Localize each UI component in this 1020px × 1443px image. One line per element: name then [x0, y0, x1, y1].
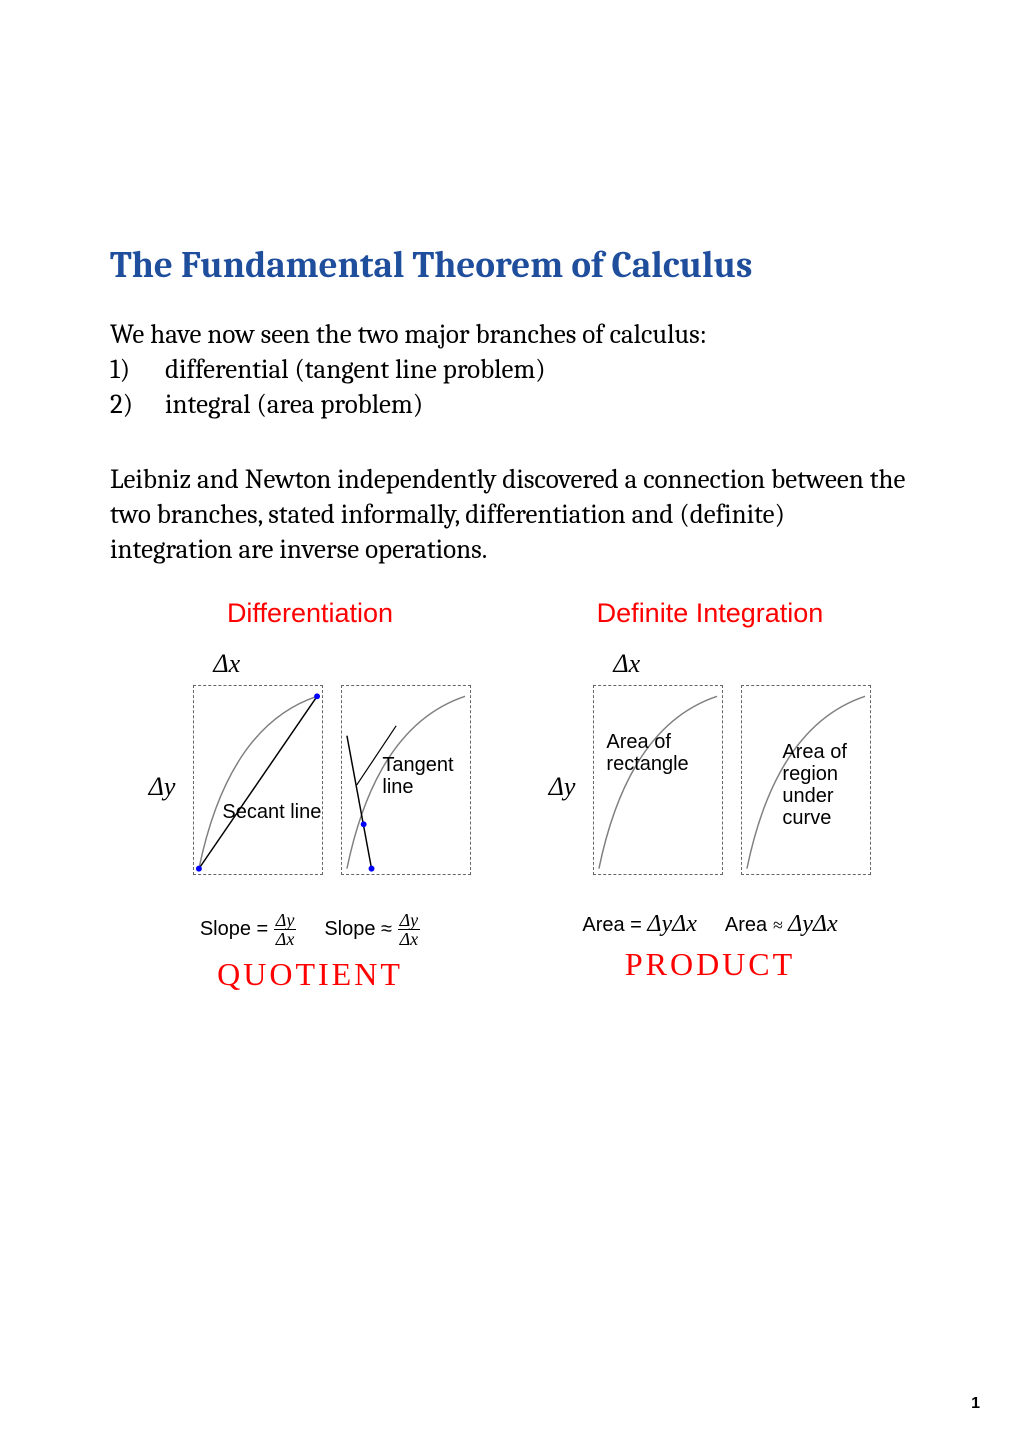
fraction: Δy Δx	[274, 911, 297, 948]
captions-row: Slope = Δy Δx Slope ≈ Δy Δx	[200, 893, 420, 948]
secant-panel: Secant line	[193, 685, 323, 875]
quotient-label: QUOTIENT	[217, 956, 403, 993]
caption-prefix: Slope =	[200, 917, 274, 939]
caption-prefix: Area =	[582, 914, 647, 936]
panel-label: Area of rectangle	[606, 731, 722, 775]
delta-y-label: Δy	[549, 772, 576, 802]
area-expression: ΔyΔx	[647, 911, 696, 937]
delta-x-label: Δx	[613, 649, 640, 679]
caption-prefix: Slope ≈	[324, 917, 397, 939]
list-text: differential (tangent line problem)	[165, 352, 546, 387]
panel-label: Area of region under curve	[782, 741, 870, 829]
page-title: The Fundamental Theorem of Calculus	[110, 245, 910, 287]
region-panel-wrap: Δx Area of region under curve	[741, 649, 871, 875]
panels-row: Δy Δx Secant line Δx	[149, 649, 472, 875]
differentiation-column: Differentiation Δy Δx Secant line	[110, 598, 510, 993]
slope-caption: Slope = Δy Δx	[200, 911, 297, 948]
paragraph: Leibniz and Newton independently discove…	[110, 462, 910, 567]
frac-denominator: Δx	[274, 930, 297, 948]
page: The Fundamental Theorem of Calculus We h…	[0, 0, 1020, 1443]
approx-symbol: ≈	[773, 915, 783, 935]
area-approx-caption: Area ≈ ΔyΔx	[725, 911, 838, 938]
rectangle-panel-wrap: Δx Area of rectangle	[593, 649, 723, 875]
page-number: 1	[971, 1395, 980, 1413]
tangent-panel-wrap: Δx Tangent line	[341, 649, 471, 875]
diagram-section: Differentiation Δy Δx Secant line	[110, 598, 910, 993]
frac-numerator: Δy	[274, 911, 297, 930]
column-header: Definite Integration	[597, 598, 824, 629]
delta-y-label: Δy	[149, 772, 176, 802]
panel-label: Tangent line	[382, 754, 470, 798]
secant-panel-wrap: Δx Secant line	[193, 649, 323, 875]
list-text: integral (area problem)	[165, 387, 423, 422]
panel-label: Secant line	[222, 801, 321, 823]
list-item: 1) differential (tangent line problem)	[110, 352, 910, 387]
integration-column: Definite Integration Δy Δx Area of recta…	[510, 598, 910, 993]
area-caption: Area = ΔyΔx	[582, 911, 697, 938]
column-header: Differentiation	[227, 598, 393, 629]
intro-text: We have now seen the two major branches …	[110, 317, 910, 352]
list-number: 2)	[110, 387, 165, 422]
caption-prefix: Area	[725, 914, 773, 936]
secant-diagram	[194, 686, 322, 874]
delta-x-label: Δx	[213, 649, 240, 679]
area-expression: ΔyΔx	[788, 911, 837, 937]
product-label: PRODUCT	[625, 946, 795, 983]
rectangle-area-panel: Area of rectangle	[593, 685, 723, 875]
panels-row: Δy Δx Area of rectangle Δx	[549, 649, 872, 875]
list-item: 2) integral (area problem)	[110, 387, 910, 422]
slope-approx-caption: Slope ≈ Δy Δx	[324, 911, 420, 948]
list-number: 1)	[110, 352, 165, 387]
rectangle-diagram	[594, 686, 722, 874]
region-area-panel: Area of region under curve	[741, 685, 871, 875]
frac-numerator: Δy	[398, 911, 421, 930]
captions-row: Area = ΔyΔx Area ≈ ΔyΔx	[582, 893, 837, 938]
frac-denominator: Δx	[398, 930, 421, 948]
tangent-panel: Tangent line	[341, 685, 471, 875]
branch-list: 1) differential (tangent line problem) 2…	[110, 352, 910, 422]
fraction: Δy Δx	[398, 911, 421, 948]
